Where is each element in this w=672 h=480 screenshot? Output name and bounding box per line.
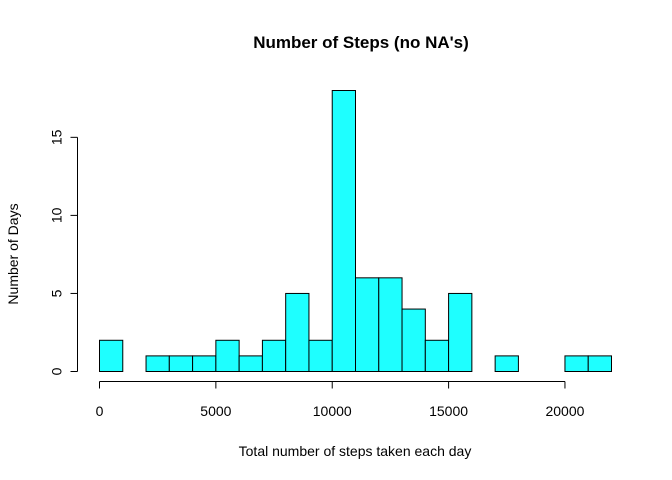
- histogram-bar: [261, 339, 287, 372]
- histogram-bar: [285, 292, 310, 373]
- histogram-bar: [308, 339, 333, 372]
- x-tick-label: 5000: [200, 403, 231, 419]
- histogram-bar: [355, 277, 380, 373]
- x-tick-label: 15000: [429, 403, 468, 419]
- y-ticks-group: 0 5 10 15: [49, 129, 78, 375]
- histogram-bar: [99, 339, 124, 372]
- y-tick-label: 0: [49, 367, 65, 375]
- histogram-bar: [494, 355, 519, 372]
- x-axis-label: Total number of steps taken each day: [239, 443, 472, 459]
- histogram-bar: [238, 355, 263, 372]
- y-tick-label: 5: [49, 289, 65, 297]
- x-tick-label: 10000: [313, 403, 352, 419]
- histogram-bar: [378, 277, 403, 373]
- y-tick-label: 10: [49, 207, 65, 223]
- histogram-bar: [215, 339, 240, 372]
- bars-group: [99, 90, 613, 373]
- histogram-bar: [331, 90, 356, 372]
- histogram-bar: [587, 355, 613, 372]
- y-tick-label: 15: [49, 129, 65, 145]
- y-axis-label: Number of Days: [5, 203, 21, 304]
- histogram-bar: [401, 308, 426, 372]
- x-tick-label: 20000: [545, 403, 584, 419]
- histogram-bar: [564, 355, 589, 372]
- histogram-bar: [145, 355, 170, 372]
- histogram-bar: [168, 355, 194, 372]
- histogram-bar: [192, 355, 217, 372]
- x-tick-label: 0: [96, 403, 104, 419]
- histogram-bar: [448, 292, 473, 373]
- x-ticks-group: 0 5000 10000 15000 20000: [96, 381, 585, 419]
- chart-title: Number of Steps (no NA's): [253, 33, 469, 52]
- histogram-bar: [424, 339, 450, 372]
